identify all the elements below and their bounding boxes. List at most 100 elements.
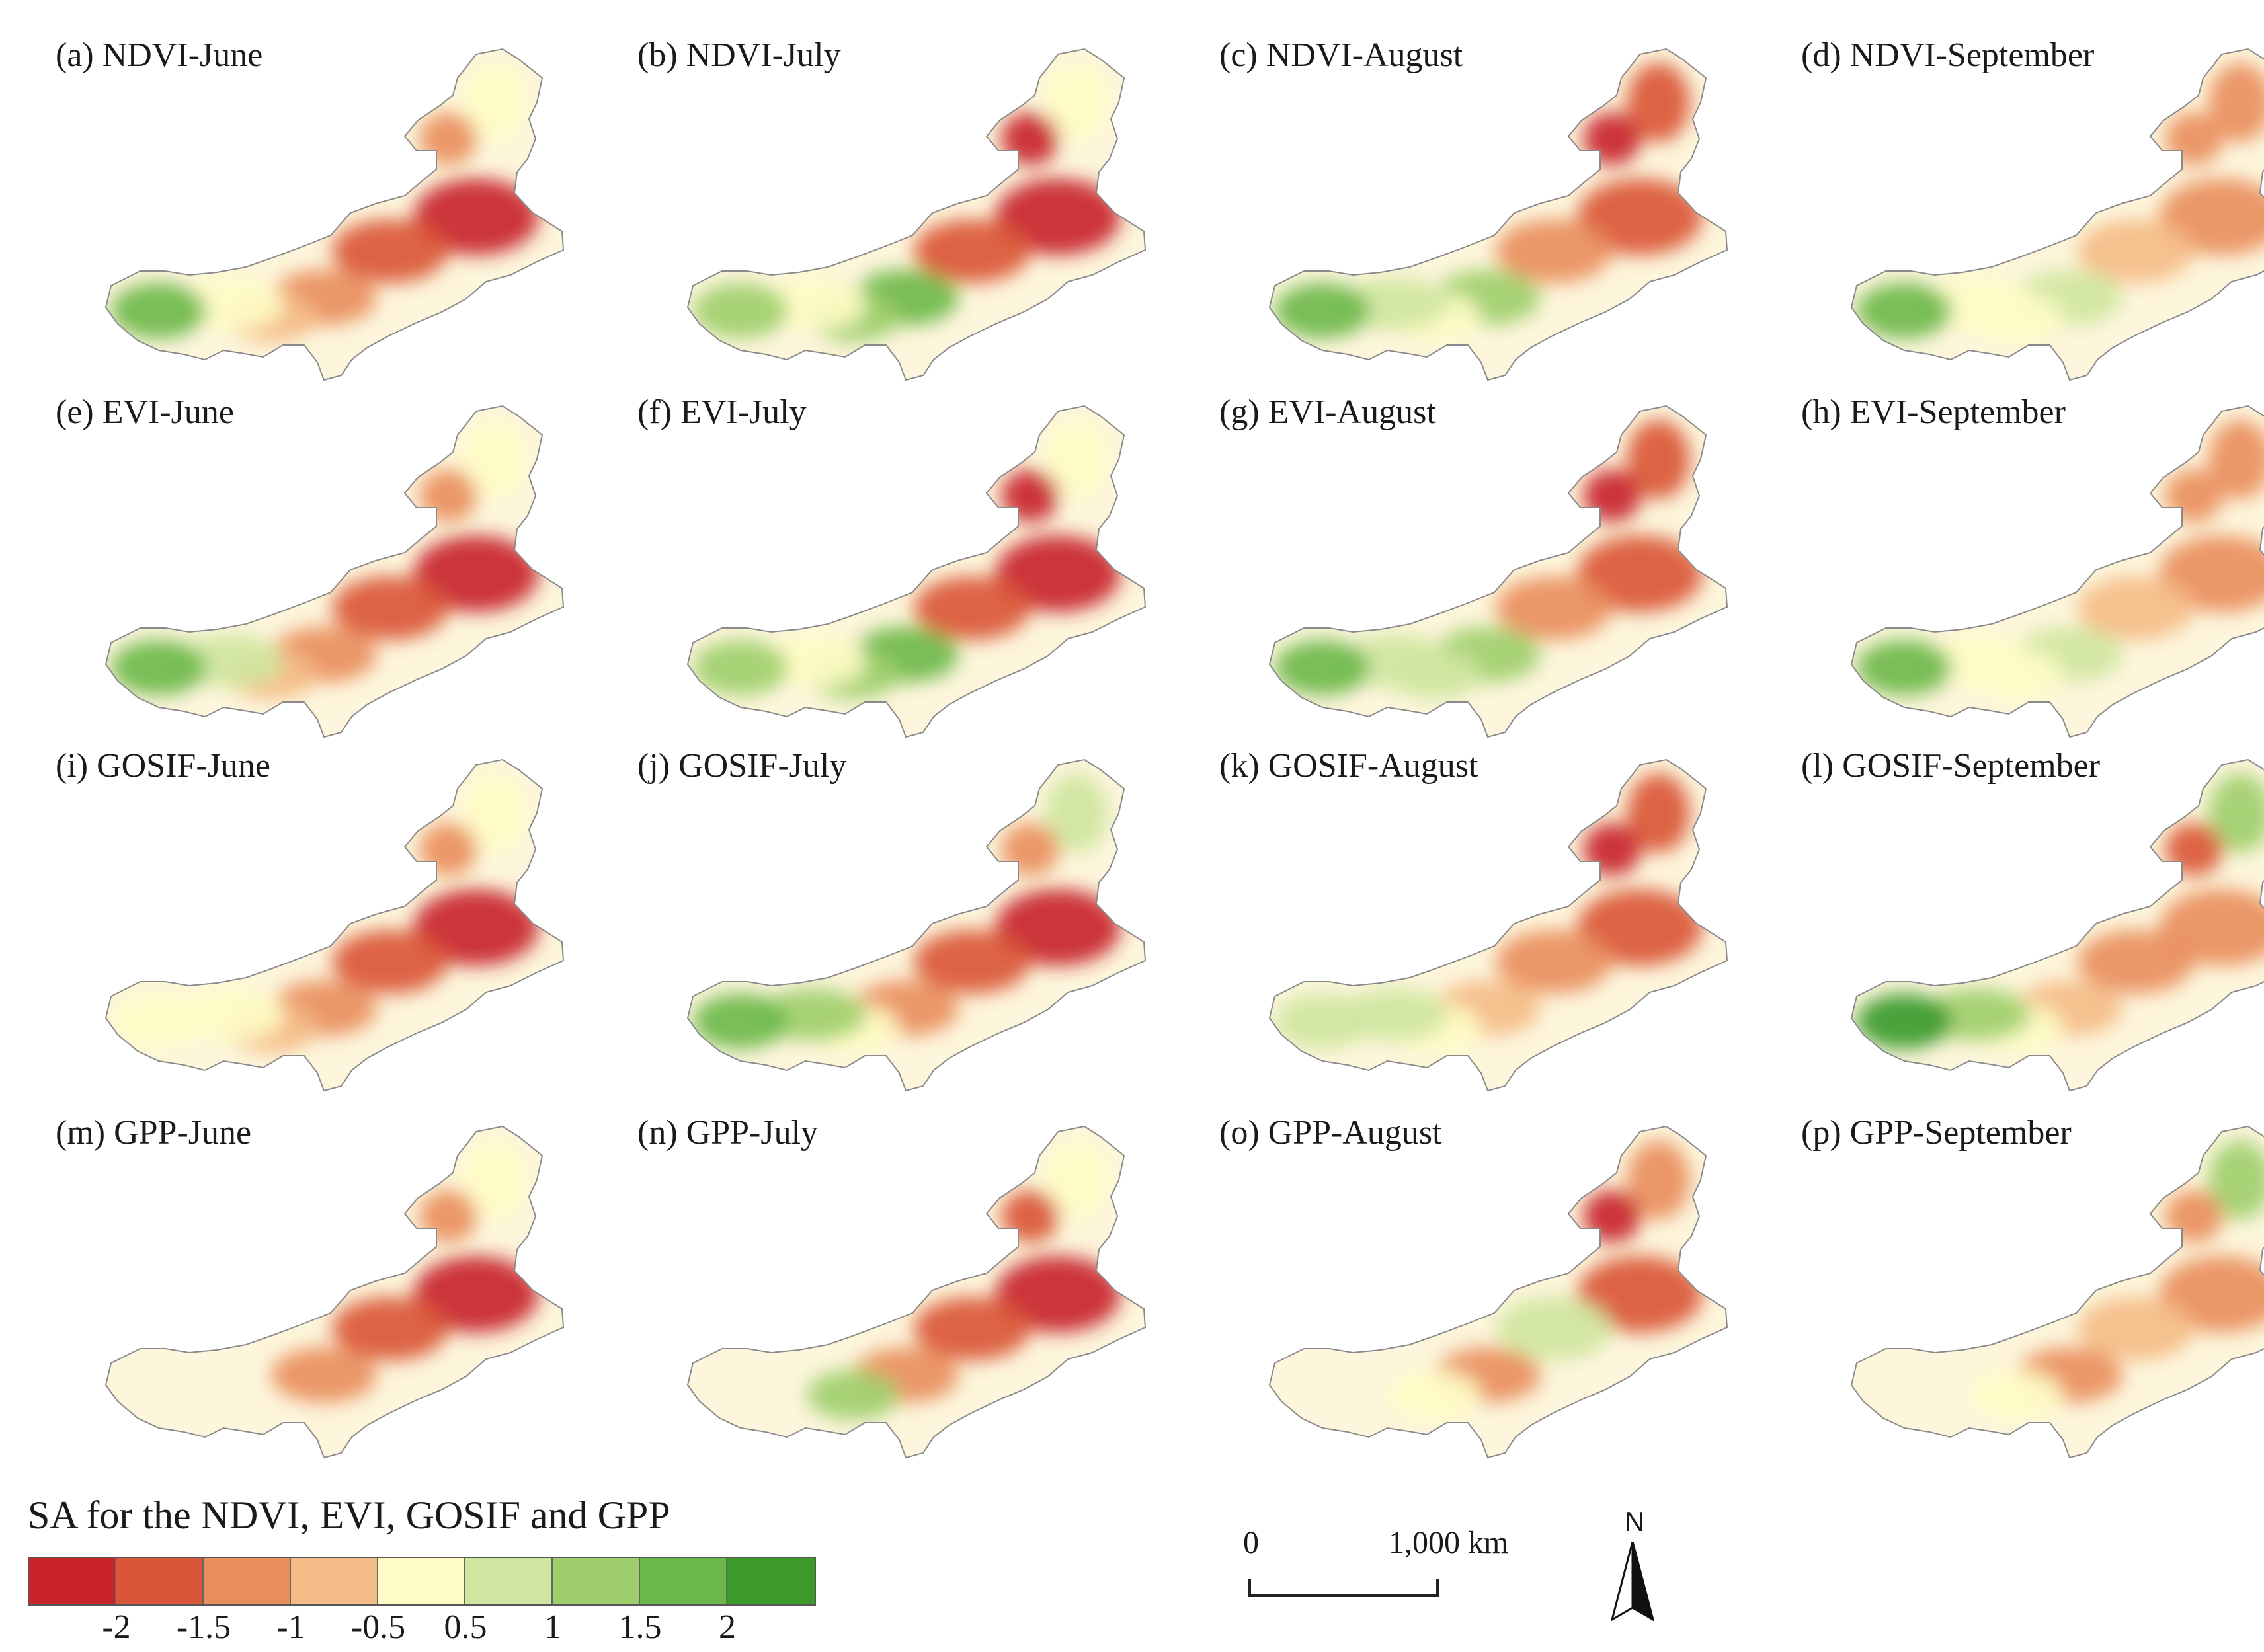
anomaly-patch-northeast	[463, 63, 526, 142]
panel-label: (k) GOSIF-August	[1219, 747, 1478, 785]
region-outline	[104, 48, 565, 381]
anomaly-patch-northeast	[2208, 63, 2264, 142]
anomaly-patch-mid	[914, 1297, 1030, 1360]
anomaly-patch-central	[2159, 889, 2264, 966]
anomaly-patch-northeast	[1045, 420, 1108, 499]
anomaly-patch-northeast	[463, 420, 526, 499]
anomaly-patch-northeast	[1045, 773, 1108, 853]
anomaly-patch-northeast	[463, 1140, 526, 1220]
anomaly-patch-south	[1389, 1370, 1481, 1420]
anomaly-patch-westmid	[1924, 635, 2030, 688]
anomaly-patch-mid	[1496, 1297, 1612, 1360]
region-outline	[104, 758, 565, 1092]
anomaly-patch-central	[1577, 535, 1703, 612]
anomaly-patch-central	[413, 178, 539, 255]
region-outline	[1850, 758, 2264, 1092]
region-outline	[1850, 1125, 2264, 1459]
panel-label: (m) GPP-June	[56, 1114, 252, 1152]
anomaly-patch-hulunbuir	[419, 469, 477, 522]
anomaly-patch-southmid	[271, 1347, 377, 1403]
legend-swatch	[204, 1558, 291, 1604]
panel-map	[1850, 1125, 2264, 1459]
legend-tick-label: 1.5	[618, 1608, 662, 1646]
region-outline	[686, 405, 1147, 738]
panel-label: (f) EVI-July	[637, 393, 807, 431]
anomaly-patch-mid	[2078, 219, 2194, 283]
anomaly-patch-hulunbuir	[2165, 823, 2223, 876]
anomaly-patch-mid	[914, 576, 1030, 640]
anomaly-patch-westmid	[760, 278, 866, 331]
anomaly-patch-westmid	[1924, 278, 2030, 331]
anomaly-patch-westmid	[179, 988, 284, 1041]
anomaly-patch-mid	[332, 1297, 448, 1360]
legend-tick-label: 1	[544, 1608, 561, 1646]
anomaly-patch-central	[1577, 1256, 1703, 1333]
panel-map	[686, 405, 1147, 738]
panel-map	[1268, 758, 1728, 1092]
anomaly-patch-northeast	[1627, 420, 1690, 499]
anomaly-patch-hulunbuir	[2165, 1190, 2223, 1243]
anomaly-patch-west	[111, 283, 206, 338]
region-outline	[1850, 48, 2264, 381]
anomaly-patch-hulunbuir	[1001, 469, 1059, 522]
panel-map	[104, 1125, 565, 1459]
anomaly-patch-mid	[332, 930, 448, 994]
anomaly-patch-central	[1577, 178, 1703, 255]
anomaly-patch-westmid	[1342, 635, 1448, 688]
legend-title: SA for the NDVI, EVI, GOSIF and GPP	[28, 1493, 670, 1537]
anomaly-patch-west	[1275, 283, 1370, 338]
panel-map	[104, 405, 565, 738]
anomaly-patch-west	[1857, 283, 1952, 338]
region-outline	[686, 1125, 1147, 1459]
anomaly-patch-west	[1857, 640, 1952, 695]
anomaly-patch-northeast	[2208, 773, 2264, 853]
legend-swatch	[116, 1558, 204, 1604]
anomaly-patch-westmid	[1342, 278, 1448, 331]
anomaly-patch-west	[693, 640, 788, 695]
legend-swatch	[291, 1558, 378, 1604]
legend-swatch	[553, 1558, 640, 1604]
anomaly-patch-mid	[1496, 576, 1612, 640]
panel-map	[104, 48, 565, 381]
anomaly-patch-mid	[2078, 576, 2194, 640]
scale-bar-start-label: 0	[1243, 1525, 1259, 1560]
anomaly-patch-hulunbuir	[1583, 112, 1641, 165]
anomaly-patch-hulunbuir	[1001, 1190, 1059, 1243]
anomaly-patch-hulunbuir	[419, 823, 477, 876]
anomaly-patch-westmid	[760, 635, 866, 688]
anomaly-patch-west	[111, 640, 206, 695]
scale-bar-end-label: 1,000 km	[1389, 1525, 1509, 1560]
anomaly-patch-westmid	[1924, 988, 2030, 1041]
north-arrow-icon	[1610, 1542, 1655, 1621]
anomaly-patch-mid	[332, 219, 448, 283]
panel-map	[1850, 405, 2264, 738]
anomaly-patch-mid	[1496, 219, 1612, 283]
anomaly-patch-northeast	[1627, 773, 1690, 853]
anomaly-patch-central	[995, 178, 1121, 255]
anomaly-patch-central	[2159, 535, 2264, 612]
region-outline	[686, 48, 1147, 381]
region-outline	[1850, 405, 2264, 738]
panel-label: (b) NDVI-July	[637, 36, 841, 74]
anomaly-patch-central	[413, 535, 539, 612]
panel-label: (l) GOSIF-September	[1801, 747, 2101, 785]
anomaly-patch-central	[2159, 1256, 2264, 1333]
legend-swatch	[29, 1558, 116, 1604]
legend-tick-label: 2	[719, 1608, 736, 1646]
anomaly-patch-central	[413, 1256, 539, 1333]
panel-label: (a) NDVI-June	[56, 36, 263, 74]
anomaly-patch-hulunbuir	[2165, 469, 2223, 522]
anomaly-patch-northeast	[1045, 1140, 1108, 1220]
panel-label: (c) NDVI-August	[1219, 36, 1463, 74]
panel-label: (n) GPP-July	[637, 1114, 819, 1152]
legend-swatch	[727, 1558, 815, 1604]
legend-swatch	[465, 1558, 553, 1604]
legend-swatch	[378, 1558, 465, 1604]
panel-map	[104, 758, 565, 1092]
legend-tick-label: 0.5	[444, 1608, 487, 1646]
region-outline	[1268, 405, 1728, 738]
anomaly-patch-northeast	[1627, 63, 1690, 142]
anomaly-patch-south	[1970, 1370, 2063, 1420]
anomaly-patch-westmid	[179, 278, 284, 331]
